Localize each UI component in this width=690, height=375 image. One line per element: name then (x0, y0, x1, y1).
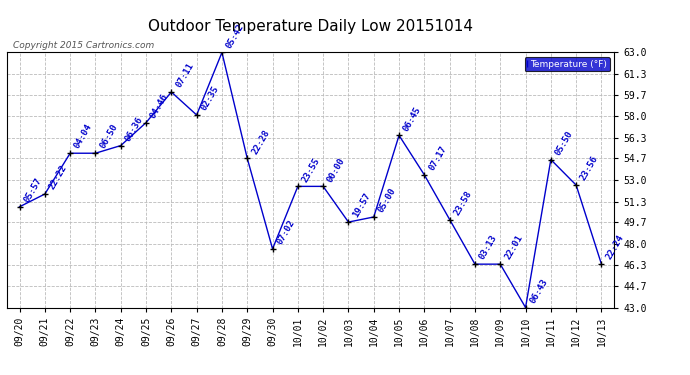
Text: 02:35: 02:35 (199, 84, 221, 112)
Text: 23:58: 23:58 (453, 189, 473, 217)
Text: 22:28: 22:28 (250, 128, 271, 156)
Text: 07:17: 07:17 (427, 144, 449, 172)
Text: 04:04: 04:04 (73, 123, 94, 150)
Text: 23:55: 23:55 (301, 156, 322, 184)
Text: 07:02: 07:02 (275, 218, 297, 246)
Text: Copyright 2015 Cartronics.com: Copyright 2015 Cartronics.com (13, 41, 155, 50)
Text: 22:22: 22:22 (48, 164, 69, 191)
Text: 04:46: 04:46 (149, 92, 170, 120)
Text: 05:57: 05:57 (22, 176, 43, 204)
Text: 22:24: 22:24 (604, 234, 625, 261)
Text: 07:11: 07:11 (174, 62, 195, 89)
Text: Outdoor Temperature Daily Low 20151014: Outdoor Temperature Daily Low 20151014 (148, 19, 473, 34)
Legend: Temperature (°F): Temperature (°F) (524, 57, 609, 71)
Text: 05:50: 05:50 (553, 129, 575, 157)
Text: 06:45: 06:45 (402, 105, 423, 133)
Text: 00:00: 00:00 (326, 156, 347, 184)
Text: 03:13: 03:13 (477, 234, 499, 261)
Text: 06:36: 06:36 (124, 115, 145, 143)
Text: 05:42: 05:42 (225, 22, 246, 50)
Text: 23:56: 23:56 (579, 154, 600, 182)
Text: 06:50: 06:50 (98, 123, 119, 150)
Text: 22:01: 22:01 (503, 234, 524, 261)
Text: 05:00: 05:00 (377, 186, 397, 214)
Text: 19:57: 19:57 (351, 192, 373, 219)
Text: 06:43: 06:43 (529, 277, 549, 305)
